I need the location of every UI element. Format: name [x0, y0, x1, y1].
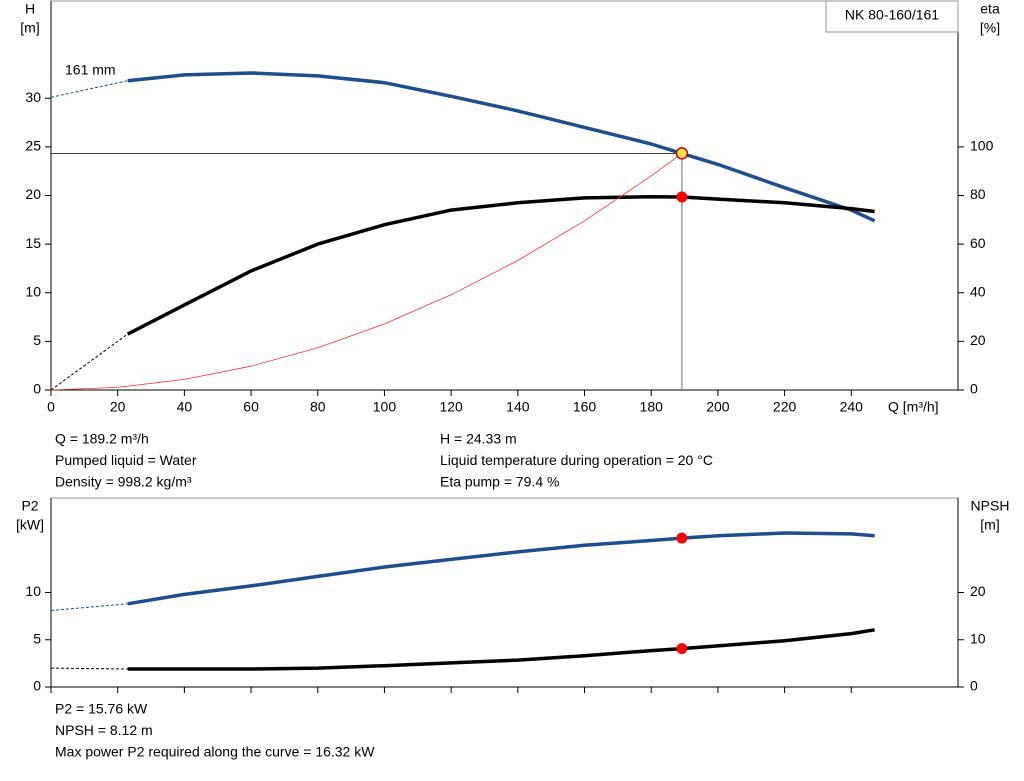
- y2-tick-label: 20: [970, 583, 986, 599]
- curve-extrapolation: [50, 333, 128, 391]
- chart-title: NK 80-160/161: [845, 7, 939, 23]
- x-tick-label: 160: [573, 399, 597, 415]
- y2-axis-unit: [m]: [980, 517, 999, 533]
- y-tick-label: 5: [33, 630, 41, 646]
- y-tick-label: 10: [25, 283, 41, 299]
- y2-axis-label: eta: [980, 1, 1000, 17]
- operating-point: [676, 643, 688, 655]
- x-tick-label: 240: [840, 399, 864, 415]
- y2-axis-unit: [%]: [980, 20, 1000, 36]
- curve-annotation: 161 mm: [65, 62, 116, 78]
- y2-tick-label: 20: [970, 332, 986, 348]
- y-tick-label: 0: [33, 381, 41, 397]
- x-tick-label: 0: [47, 399, 55, 415]
- info-line: Density = 998.2 kg/m³: [55, 474, 192, 490]
- info-line: H = 24.33 m: [440, 431, 517, 447]
- y-tick-label: 20: [25, 186, 41, 202]
- y2-tick-label: 100: [970, 138, 994, 154]
- info-line: P2 = 15.76 kW: [55, 701, 148, 717]
- x-tick-label: 60: [243, 399, 259, 415]
- y-axis-label: H: [25, 1, 35, 17]
- operating-point: [676, 532, 688, 544]
- x-tick-label: 200: [706, 399, 730, 415]
- y2-tick-label: 40: [970, 283, 986, 299]
- info-line: Pumped liquid = Water: [55, 452, 197, 468]
- y-axis-unit: [kW]: [16, 517, 44, 533]
- info-line: Liquid temperature during operation = 20…: [440, 452, 713, 468]
- y-tick-label: 25: [25, 138, 41, 154]
- y-axis-unit: [m]: [20, 20, 39, 36]
- operating-point: [675, 147, 689, 160]
- y-tick-label: 10: [25, 583, 41, 599]
- y-tick-label: 0: [33, 678, 41, 694]
- y-axis-label: P2: [21, 498, 38, 514]
- plot-frame: [50, 0, 959, 391]
- x-tick-label: 80: [310, 399, 326, 415]
- x-tick-label: 140: [506, 399, 530, 415]
- curve: [50, 153, 683, 391]
- operating-point: [676, 191, 688, 203]
- y2-tick-label: 80: [970, 186, 986, 202]
- y2-tick-label: 10: [970, 630, 986, 646]
- curve: [127, 531, 875, 606]
- title-box: [825, 0, 959, 33]
- info-line: NPSH = 8.12 m: [55, 722, 153, 738]
- x-tick-label: 20: [110, 399, 126, 415]
- y-tick-label: 30: [25, 89, 41, 105]
- curve: [127, 71, 876, 223]
- x-tick-label: 40: [177, 399, 193, 415]
- y2-tick-label: 0: [970, 678, 978, 694]
- y2-tick-label: 0: [970, 381, 978, 397]
- y-tick-label: 5: [33, 332, 41, 348]
- curve-extrapolation: [50, 667, 128, 670]
- y2-axis-label: NPSH: [971, 498, 1010, 514]
- curve-extrapolation: [50, 603, 128, 611]
- x-tick-label: 120: [439, 399, 463, 415]
- info-line: Max power P2 required along the curve = …: [55, 744, 375, 760]
- y2-tick-label: 60: [970, 235, 986, 251]
- x-tick-label: 220: [773, 399, 797, 415]
- info-line: Eta pump = 79.4 %: [440, 474, 559, 490]
- curve: [126, 194, 875, 336]
- curve: [127, 628, 875, 671]
- info-line: Q = 189.2 m³/h: [55, 431, 149, 447]
- x-tick-label: 100: [373, 399, 397, 415]
- x-tick-label: 180: [640, 399, 664, 415]
- y-tick-label: 15: [25, 235, 41, 251]
- curve-extrapolation: [50, 80, 128, 98]
- x-axis-label: Q [m³/h]: [888, 399, 939, 415]
